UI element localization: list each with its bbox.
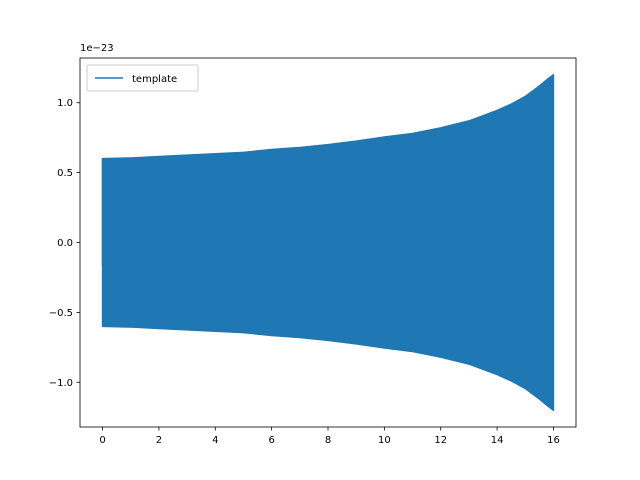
series-template-area — [101, 74, 555, 411]
x-tick-label: 12 — [434, 435, 447, 446]
y-tick-label: 0.0 — [57, 238, 73, 249]
x-tick-label: 0 — [99, 435, 105, 446]
y-tick-label: 0.5 — [57, 168, 73, 179]
x-tick-label: 2 — [156, 435, 162, 446]
y-tick-label: −1.0 — [49, 378, 73, 389]
y-tick-label: 1.0 — [57, 98, 73, 109]
y-tick-label: −0.5 — [49, 308, 73, 319]
y-axis-scale-label: 1e−23 — [80, 43, 114, 54]
x-tick-label: 10 — [378, 435, 391, 446]
legend-box — [86, 64, 199, 92]
y-axis-ticks: −1.0 −0.5 0.0 0.5 1.0 — [49, 98, 80, 389]
x-tick-label: 8 — [325, 435, 331, 446]
x-tick-label: 14 — [491, 435, 504, 446]
legend: template — [86, 64, 199, 92]
legend-label-template: template — [132, 74, 177, 85]
x-tick-label: 16 — [547, 435, 560, 446]
x-axis-ticks: 0 2 4 6 8 10 12 14 16 — [99, 427, 560, 446]
x-tick-label: 6 — [268, 435, 274, 446]
series-layer — [101, 74, 555, 411]
x-tick-label: 4 — [212, 435, 218, 446]
